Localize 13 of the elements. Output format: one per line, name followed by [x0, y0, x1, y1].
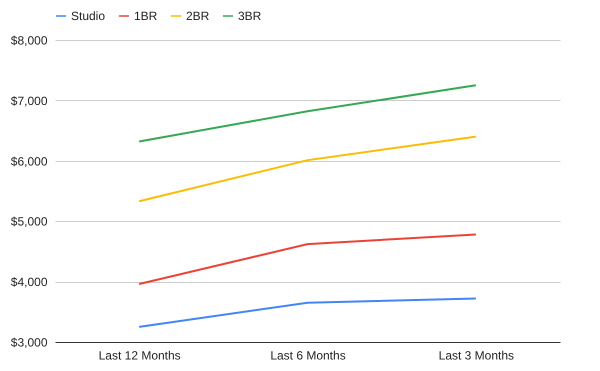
legend-label: Studio: [71, 9, 106, 23]
y-tick-label: $7,000: [10, 94, 48, 108]
legend-label: 2BR: [186, 9, 210, 23]
legend-label: 3BR: [238, 9, 262, 23]
y-tick-label: $4,000: [10, 275, 48, 290]
y-tick-label: $5,000: [10, 214, 48, 229]
x-tick-label: Last 3 Months: [438, 348, 514, 362]
y-tick-label: $6,000: [10, 154, 48, 168]
y-tick-label: $8,000: [10, 34, 48, 48]
x-tick-label: Last 6 Months: [270, 348, 346, 362]
x-tick-label: Last 12 Months: [98, 348, 181, 362]
y-tick-label: $3,000: [10, 336, 48, 350]
legend-label: 1BR: [134, 9, 158, 23]
